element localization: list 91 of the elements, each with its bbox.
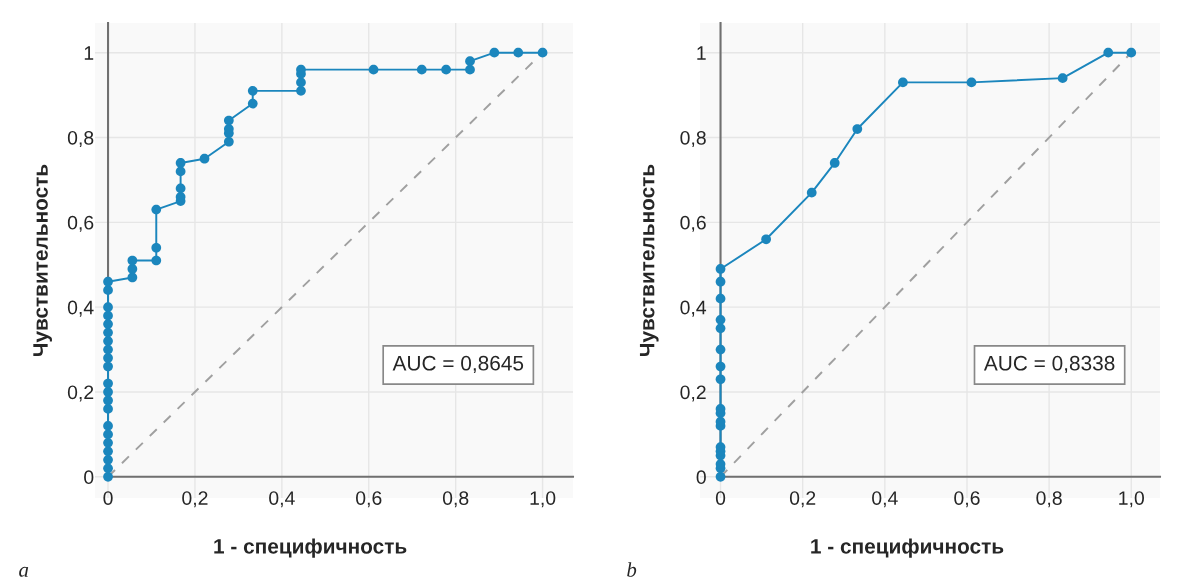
point [537,47,548,58]
point [368,64,379,75]
point [151,255,162,266]
point [103,344,113,355]
point [247,98,258,109]
y-tick-label: 1 [697,46,706,60]
y-tick-label: 0,4 [680,300,707,317]
point [806,187,817,198]
point [103,395,113,406]
point [465,56,475,67]
x-tick-label: 0,8 [442,491,469,508]
point [103,336,113,346]
x-tick-label: 0 [715,491,726,505]
x-tick-label: 0,6 [356,491,382,508]
point [127,255,138,266]
point [761,234,771,245]
x-tick-label: 0 [103,491,113,505]
x-tick-label: 0,4 [269,491,295,508]
x-axis-title: 1 - специфичность [214,538,407,558]
x-tick-label: 0,4 [872,491,898,508]
point [416,64,427,75]
point [103,310,113,321]
y-tick-label: 0 [84,470,94,485]
point [715,344,726,355]
y-tick-label: 0,6 [680,215,706,232]
point [103,446,113,457]
point [296,77,306,88]
point [103,463,113,474]
point [103,387,113,397]
x-tick-label: 0,2 [182,491,208,508]
point [489,47,500,58]
text: b [627,562,637,577]
x-tick-label: 1,0 [1119,491,1145,508]
point [103,285,113,296]
point [151,242,162,253]
x-tick-label: 1,0 [530,491,556,508]
y-tick-label: 0,8 [67,130,94,148]
y-tick-label: 0,6 [67,215,94,232]
y-axis-title: Чувствительность [33,164,52,357]
point [715,264,726,274]
point [151,204,162,215]
point [103,319,113,329]
point [898,77,908,88]
point [103,353,113,363]
point [296,86,306,96]
point [175,158,186,168]
point [715,374,726,385]
point [513,47,524,58]
point [103,302,113,313]
y-tick-label: 0 [696,470,706,485]
point [1103,47,1114,58]
point [103,438,113,448]
y-tick-label: 0,4 [67,300,94,317]
text: a [19,566,29,577]
point [715,315,726,325]
x-tick-label: 0,8 [1036,491,1062,508]
x-tick-label: 0,2 [789,491,816,508]
point [127,264,138,274]
point [715,276,726,287]
annotation: AUC = 0,8645 [392,355,524,374]
point [247,86,258,96]
x-tick-label: 0,6 [954,491,980,508]
point [103,454,113,465]
annotation: AUC = 0,8338 [983,355,1115,374]
point [852,124,863,134]
point [103,421,113,431]
y-axis-title: Чувствительность [639,164,659,357]
point [103,404,113,414]
point [103,378,113,389]
point [715,361,726,372]
y-tick-label: 0,2 [67,385,94,402]
point [103,361,113,372]
y-tick-label: 1 [84,46,94,60]
point [103,276,113,287]
point [223,115,234,126]
point [829,158,840,168]
point [175,183,186,194]
point [103,471,113,482]
point [103,429,113,440]
point [1126,47,1137,58]
point [441,64,451,75]
point [1057,73,1068,83]
y-tick-label: 0,2 [680,385,706,402]
point [199,153,210,164]
y-tick-label: 0,8 [680,130,706,148]
x-axis-title: 1 - специфичность [811,538,1004,558]
point [103,327,113,338]
point [715,293,726,304]
point [966,77,977,88]
point [465,64,475,75]
point [223,136,234,147]
